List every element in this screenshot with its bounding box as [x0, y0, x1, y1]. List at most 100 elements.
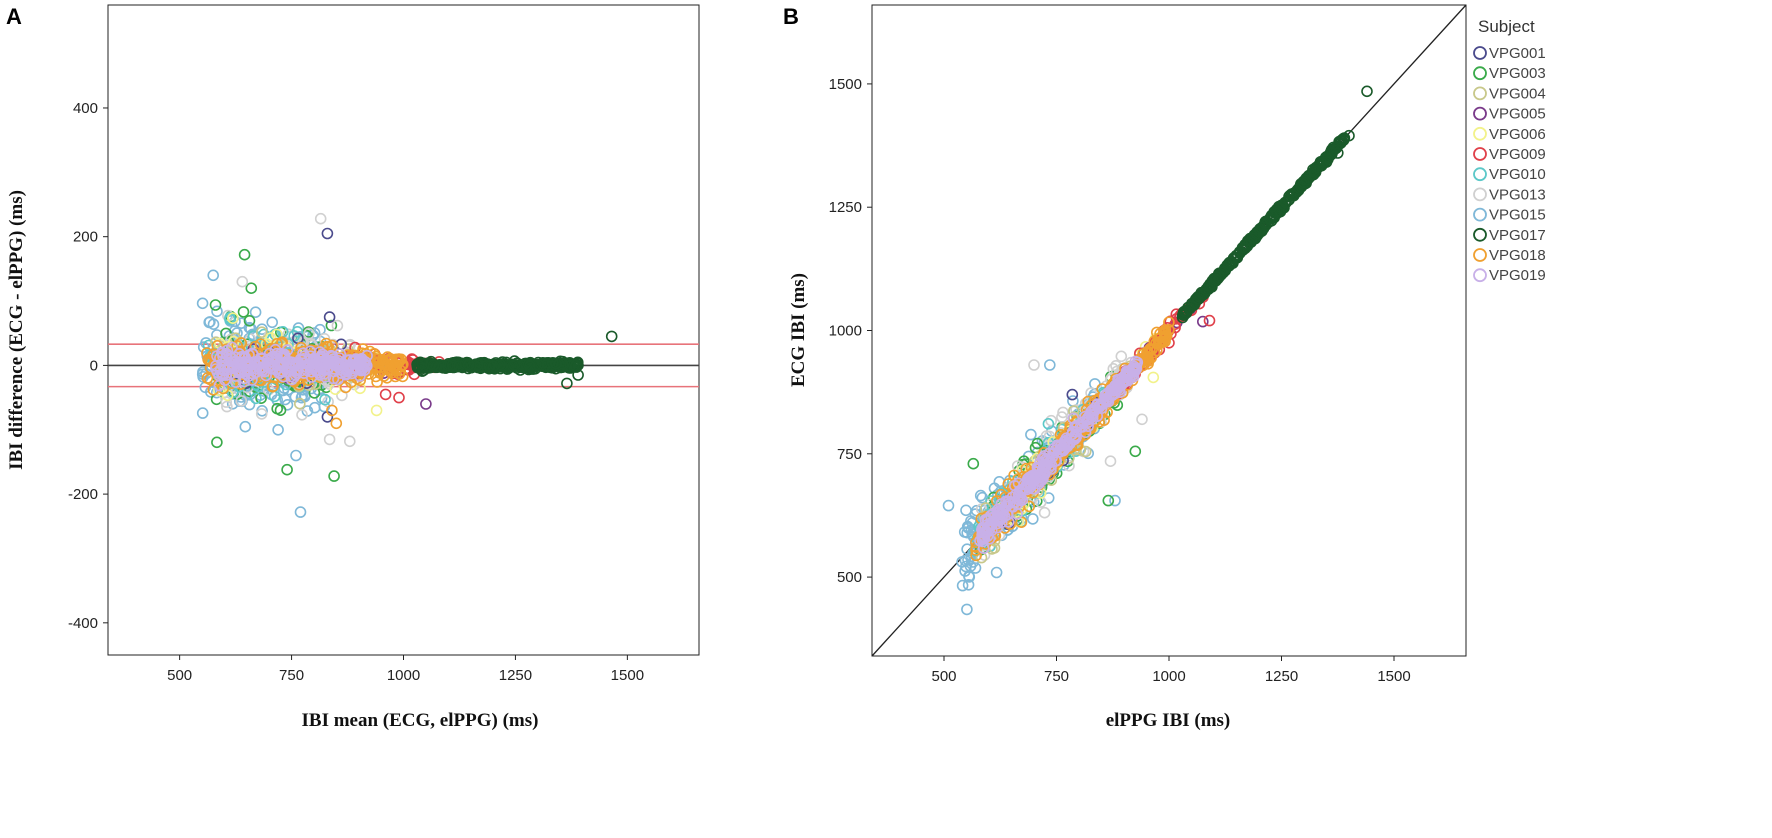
data-point	[977, 532, 990, 545]
data-point	[276, 336, 289, 349]
legend-label: VPG003	[1489, 65, 1546, 82]
data-point	[960, 504, 972, 517]
legend-marker	[1473, 167, 1487, 182]
data-point	[506, 360, 519, 373]
data-point	[483, 360, 496, 373]
data-point	[314, 212, 327, 225]
data-point	[976, 527, 989, 539]
series-vpg019	[974, 355, 1144, 555]
data-point	[1332, 147, 1344, 159]
data-point	[1033, 477, 1045, 490]
legend-marker	[1473, 126, 1487, 141]
data-point	[321, 227, 334, 240]
data-point	[572, 369, 584, 381]
data-point	[245, 282, 258, 295]
data-point	[1093, 400, 1105, 413]
data-point	[207, 269, 219, 282]
data-point	[990, 566, 1003, 579]
data-point	[1068, 433, 1081, 446]
data-point	[515, 361, 528, 374]
data-point	[1101, 388, 1113, 400]
data-point	[992, 503, 1005, 516]
panel-a-y-axis-title: IBI difference (ECG - elPPG) (ms)	[6, 190, 27, 470]
data-point	[1203, 314, 1216, 327]
data-point	[1109, 494, 1121, 507]
legend-marker	[1473, 268, 1487, 283]
legend-label: VPG001	[1489, 45, 1546, 62]
data-point	[370, 350, 382, 363]
data-point	[255, 392, 267, 405]
data-point	[969, 562, 982, 574]
data-point	[1158, 326, 1170, 338]
data-point	[249, 306, 262, 319]
data-point	[532, 359, 545, 371]
data-point	[1077, 416, 1090, 428]
data-point	[1308, 165, 1320, 178]
data-point	[255, 326, 268, 339]
data-point	[983, 532, 996, 545]
data-point	[281, 463, 293, 476]
data-point	[315, 362, 328, 375]
data-point	[236, 275, 249, 288]
legend-marker	[1473, 207, 1487, 222]
data-point	[487, 360, 500, 373]
data-point	[327, 372, 340, 385]
data-point	[1243, 237, 1255, 249]
data-point	[985, 512, 998, 524]
data-point	[221, 400, 233, 413]
panel-a-label: A	[6, 4, 22, 29]
legend-item-vpg010: VPG010	[1473, 166, 1546, 183]
data-point	[235, 365, 248, 377]
data-point	[229, 355, 241, 368]
x-tick-label: 1500	[611, 667, 644, 684]
data-point	[1045, 414, 1057, 427]
data-point	[271, 350, 283, 362]
panel-b-points	[942, 85, 1373, 616]
legend-label: VPG017	[1489, 227, 1546, 244]
data-point	[427, 359, 440, 372]
panel-b-ticks: 500 750 1000 1250 1500 500 750 1000 1250 1500	[829, 76, 1411, 685]
data-point	[329, 383, 342, 396]
data-point	[446, 359, 459, 371]
data-point	[980, 526, 993, 539]
data-point	[255, 408, 268, 420]
x-tick-label: 1250	[1265, 668, 1298, 685]
data-point	[1210, 273, 1222, 286]
data-point	[243, 314, 256, 327]
legend-item-vpg013: VPG013	[1473, 186, 1546, 203]
data-point	[353, 355, 366, 368]
data-point	[1113, 384, 1126, 396]
data-point	[210, 360, 222, 372]
data-point	[550, 357, 562, 370]
x-tick-label: 500	[931, 668, 956, 685]
data-point	[1129, 445, 1142, 458]
panel-a: A 500 750 1000 1250 1500 -400 -200 0 200 400 IBI …	[6, 4, 700, 731]
x-tick-label: 1250	[499, 667, 532, 684]
data-point	[310, 365, 322, 377]
panel-a-x-axis-title: IBI mean (ECG, elPPG) (ms)	[302, 710, 539, 731]
legend-marker	[1473, 248, 1487, 262]
data-point	[1219, 262, 1231, 275]
data-point	[227, 312, 239, 325]
data-point	[323, 311, 336, 323]
data-point	[1146, 343, 1158, 355]
data-point	[1131, 356, 1144, 369]
data-point	[355, 356, 367, 369]
data-point	[304, 345, 317, 358]
data-point	[209, 299, 222, 311]
data-point	[1159, 332, 1172, 344]
data-point	[323, 433, 336, 446]
data-point	[293, 397, 306, 410]
data-point	[1337, 132, 1350, 145]
data-point	[235, 395, 248, 407]
data-point	[396, 370, 409, 383]
panel-a-ticks: 500 750 1000 1250 1500 -400 -200 0 200 400	[68, 100, 644, 684]
data-point	[298, 357, 311, 370]
data-point	[393, 391, 405, 404]
legend-item-vpg015: VPG015	[1473, 207, 1546, 224]
data-point	[326, 404, 338, 417]
data-point	[330, 417, 343, 430]
data-point	[494, 358, 506, 371]
data-point	[1058, 436, 1071, 449]
